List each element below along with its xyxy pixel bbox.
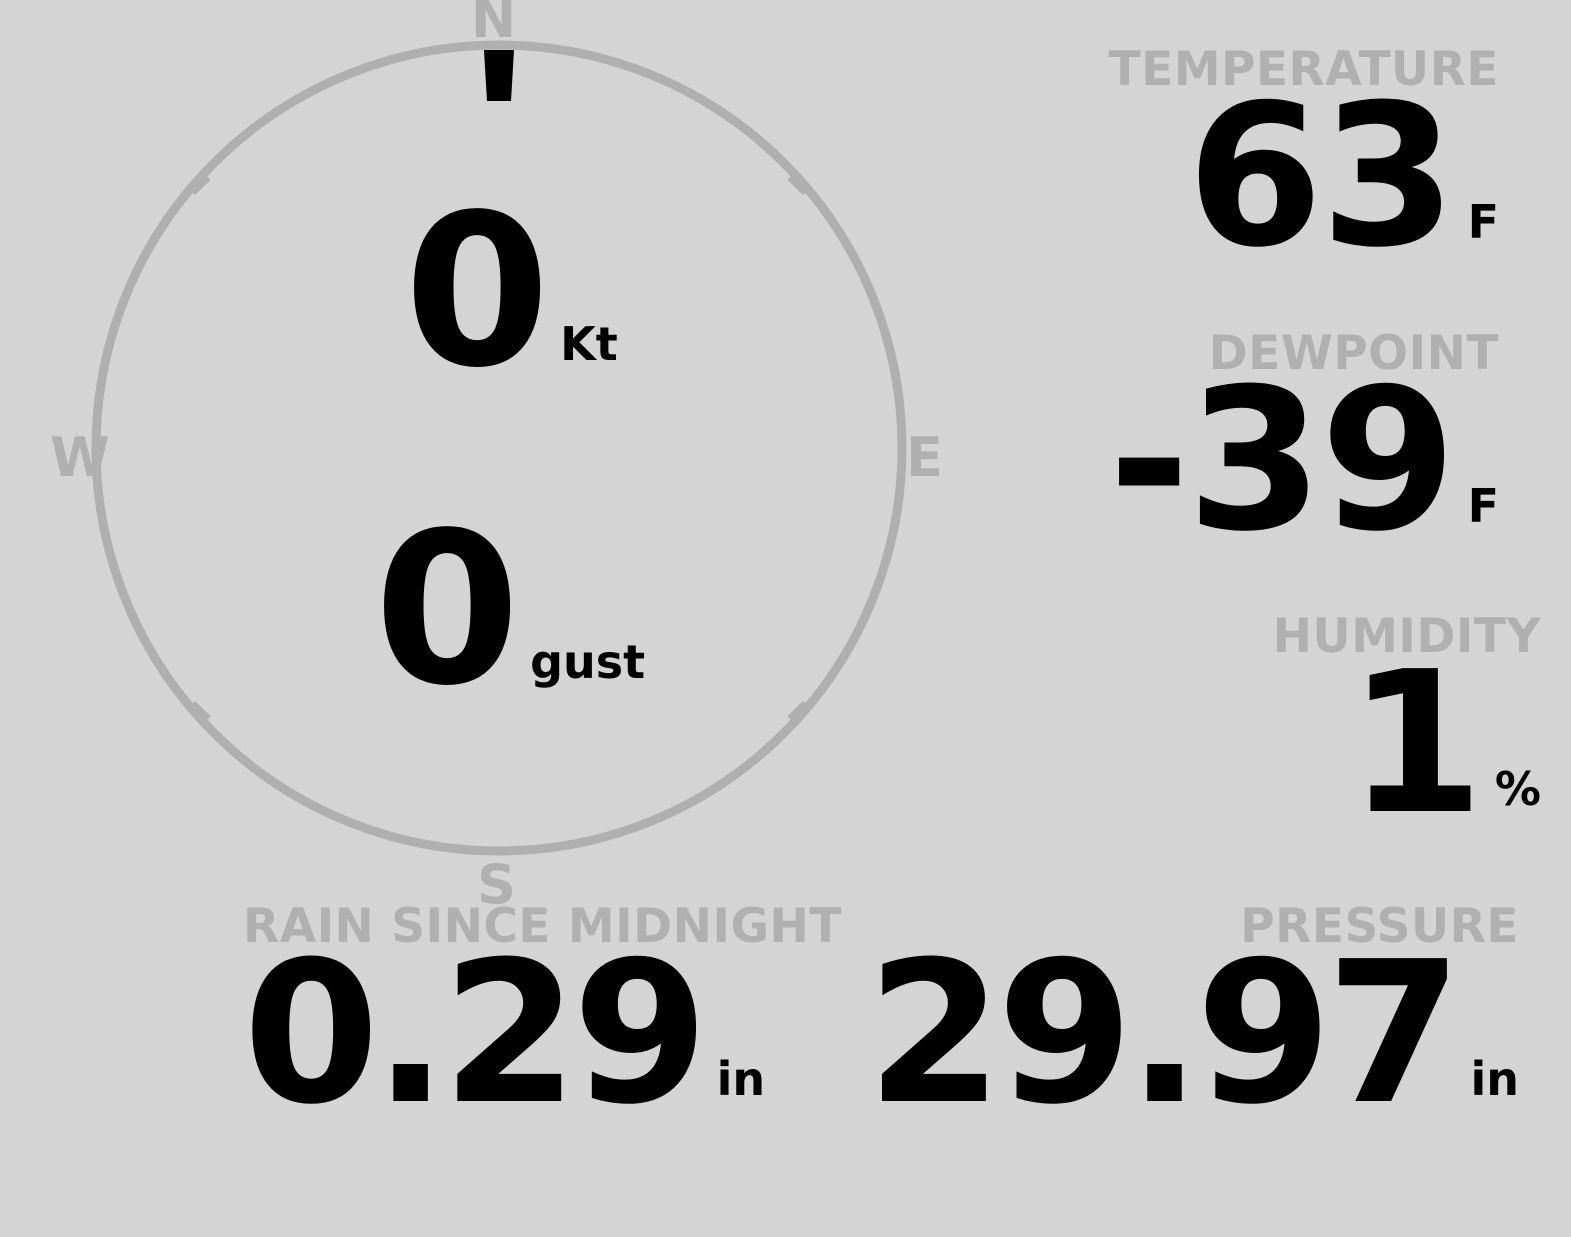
- compass-label-south: S: [477, 853, 516, 916]
- wind-gust-value: 0: [374, 487, 520, 732]
- pressure-label: PRESSURE: [1240, 899, 1519, 954]
- rain-label: RAIN SINCE MIDNIGHT: [243, 899, 842, 954]
- compass-tick-se: [787, 700, 810, 723]
- pressure-value: 29.97: [866, 920, 1463, 1148]
- compass-label-east: E: [906, 426, 943, 489]
- humidity-value-row: 1 %: [1273, 630, 1541, 858]
- compass-ring-graphic: [91, 40, 907, 856]
- dewpoint-value-row: -39 F: [1108, 347, 1499, 575]
- wind-speed-unit: Kt: [560, 317, 618, 371]
- metric-pressure: PRESSURE 29.97 in: [866, 899, 1519, 1148]
- pressure-value-row: 29.97 in: [866, 920, 1519, 1148]
- wind-speed-value: 0: [404, 169, 550, 414]
- metric-rain-since-midnight: RAIN SINCE MIDNIGHT 0.29 in: [243, 899, 842, 1148]
- wind-compass: N E S W 0 Kt 0 gust: [0, 0, 1000, 920]
- temperature-value-row: 63 F: [1109, 63, 1499, 291]
- temperature-label: TEMPERATURE: [1108, 42, 1499, 97]
- humidity-unit: %: [1494, 762, 1541, 816]
- compass-tick-nw: [188, 173, 211, 196]
- dewpoint-label: DEWPOINT: [1208, 326, 1499, 381]
- temperature-value: 63: [1186, 63, 1457, 291]
- dewpoint-unit: F: [1467, 479, 1499, 533]
- rain-value: 0.29: [243, 920, 709, 1148]
- humidity-label: HUMIDITY: [1272, 609, 1541, 664]
- wind-direction-pointer: [484, 50, 514, 101]
- compass-label-west: W: [50, 426, 110, 489]
- rain-value-row: 0.29 in: [243, 920, 842, 1148]
- metric-humidity: HUMIDITY 1 %: [1272, 609, 1541, 858]
- dewpoint-value: -39: [1108, 347, 1456, 575]
- compass-ring-circle: [91, 40, 907, 856]
- compass-tick-sw: [188, 700, 211, 723]
- metric-dewpoint: DEWPOINT -39 F: [1108, 326, 1499, 575]
- metric-temperature: TEMPERATURE 63 F: [1108, 42, 1499, 291]
- compass-label-north: N: [471, 0, 517, 50]
- pressure-unit: in: [1470, 1052, 1519, 1106]
- humidity-value: 1: [1347, 630, 1484, 858]
- compass-tick-ne: [787, 173, 810, 196]
- rain-unit: in: [716, 1052, 766, 1106]
- wind-gust-unit: gust: [530, 635, 646, 689]
- wind-gust-readout: 0 gust: [374, 487, 646, 732]
- wind-speed-readout: 0 Kt: [404, 169, 618, 414]
- temperature-unit: F: [1467, 195, 1499, 249]
